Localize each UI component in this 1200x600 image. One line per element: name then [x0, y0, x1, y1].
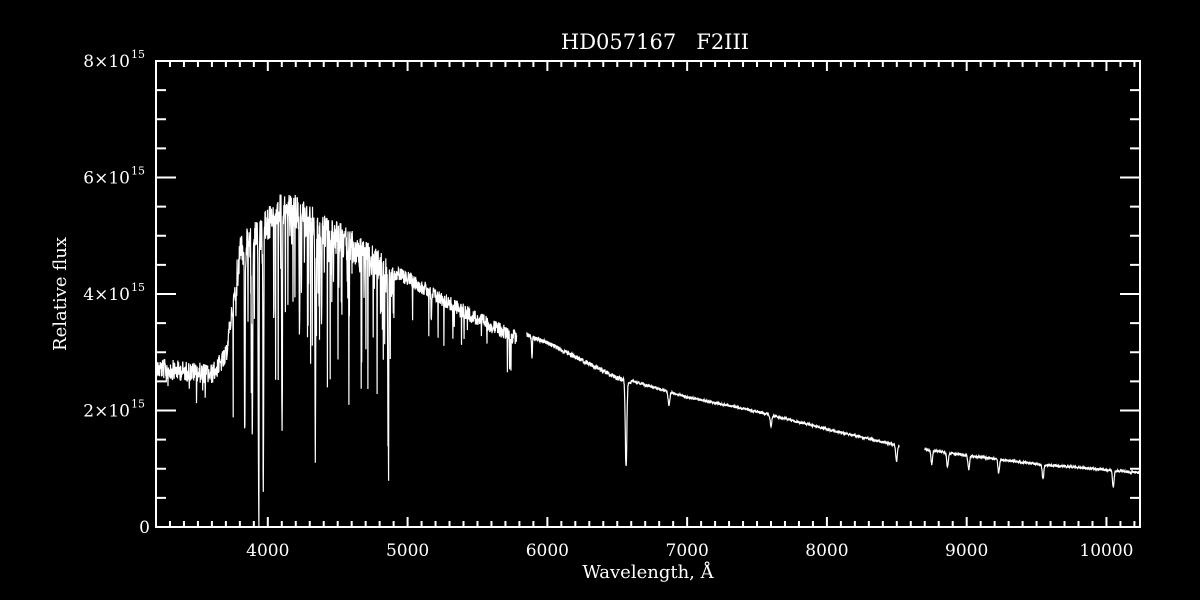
axis-ticks: [156, 60, 1140, 528]
plot-frame: [155, 60, 1141, 528]
y-tick-label: 6×10: [83, 169, 130, 189]
y-tick-exponent: 15: [131, 48, 145, 61]
y-tick-label: 0: [139, 518, 150, 538]
x-tick-labels: 4000 5000 6000 7000 8000 9000 10000: [246, 541, 1133, 561]
chart-title: HD057167 F2III: [561, 30, 749, 54]
spectrum-line: [526, 332, 900, 467]
y-tick-label: 2×10: [83, 402, 130, 422]
x-tick-label: 10000: [1079, 541, 1133, 561]
x-tick-label: 9000: [945, 541, 988, 561]
y-tick-exponent: 15: [131, 398, 145, 411]
x-tick-label: 4000: [246, 541, 289, 561]
y-tick-exponent: 15: [131, 165, 145, 178]
y-axis-label: Relative flux: [50, 237, 71, 351]
x-tick-label: 6000: [526, 541, 569, 561]
plot-area: [155, 194, 1141, 528]
y-tick-label: 4×10: [83, 285, 130, 305]
y-tick-label: 8×10: [83, 52, 130, 72]
x-tick-label: 7000: [666, 541, 709, 561]
x-tick-label: 5000: [386, 541, 429, 561]
spectrum-line: [924, 446, 1141, 488]
spectrum-line: [155, 194, 518, 528]
y-tick-labels: 02×10 154×10 156×10 158×10 15: [83, 48, 150, 538]
x-tick-label: 8000: [805, 541, 848, 561]
x-axis-label: Wavelength, Å: [582, 561, 714, 583]
y-tick-exponent: 15: [131, 281, 145, 294]
